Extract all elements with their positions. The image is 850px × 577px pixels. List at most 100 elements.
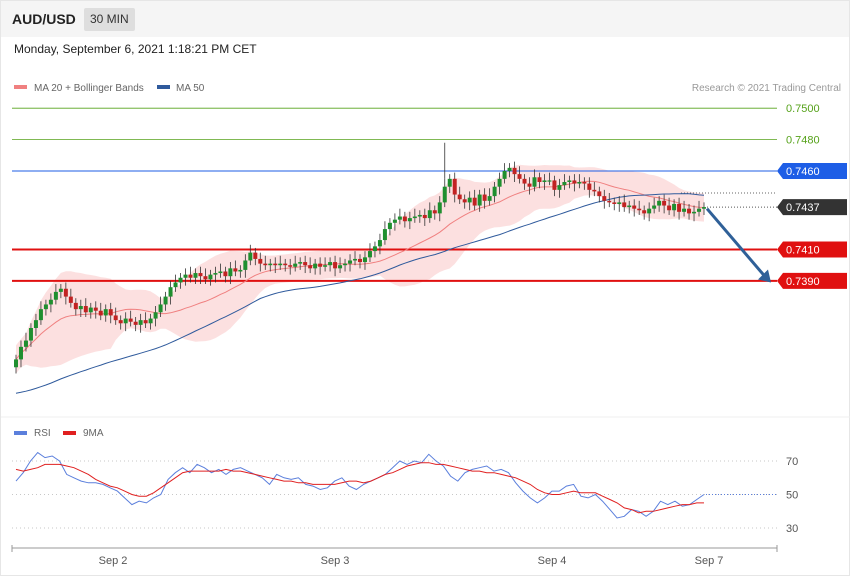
candle-body xyxy=(14,359,18,368)
candle xyxy=(293,255,298,272)
candle-body xyxy=(682,208,687,212)
candle-body xyxy=(23,340,28,347)
candle xyxy=(542,174,547,190)
candle-body xyxy=(492,186,497,197)
candle-body xyxy=(53,291,58,300)
candle-body xyxy=(632,205,637,209)
candle-body xyxy=(318,263,323,267)
candle-body xyxy=(158,304,163,313)
candle-body xyxy=(667,205,672,211)
candle xyxy=(522,174,527,190)
candle-body xyxy=(353,258,358,261)
candle xyxy=(467,191,472,211)
candle xyxy=(677,197,682,220)
candle xyxy=(537,172,542,189)
candle xyxy=(178,273,183,289)
candle xyxy=(532,169,537,192)
price-level-label-2: 0.7460 xyxy=(786,166,820,178)
candle-body xyxy=(203,276,208,280)
candle xyxy=(278,255,283,270)
candle-body xyxy=(253,252,258,259)
price-level-tag-2 xyxy=(777,163,847,179)
candle xyxy=(407,211,412,230)
candle xyxy=(183,268,188,286)
candle-body xyxy=(687,208,692,214)
candle xyxy=(697,200,702,217)
candle-body xyxy=(108,309,113,316)
candle-body xyxy=(213,273,218,275)
candle xyxy=(437,196,442,222)
candle-body xyxy=(233,268,238,272)
candle-body xyxy=(83,306,88,313)
bollinger-band xyxy=(16,164,704,374)
candle xyxy=(213,266,218,283)
candle-body xyxy=(98,310,103,316)
candle-body xyxy=(432,210,437,214)
candle xyxy=(457,186,462,204)
candles xyxy=(14,142,706,374)
candle xyxy=(223,266,228,283)
candle-body xyxy=(113,315,118,321)
candle xyxy=(582,177,587,190)
chart-timestamp: Monday, September 6, 2021 1:18:21 PM CET xyxy=(14,42,257,56)
candle-body xyxy=(617,202,622,204)
candle-body xyxy=(387,222,392,230)
candle-body xyxy=(512,167,517,175)
candle-body xyxy=(193,273,198,278)
candle xyxy=(258,252,263,272)
candle-body xyxy=(537,177,542,182)
price-level-label-0: 0.7500 xyxy=(786,103,820,115)
candle xyxy=(103,304,108,322)
candle-body xyxy=(602,196,607,201)
candle xyxy=(173,274,178,292)
candle-body xyxy=(637,208,642,211)
candle xyxy=(63,282,68,305)
price-level-label-1: 0.7480 xyxy=(786,135,820,147)
candle-body xyxy=(38,309,43,321)
legend-label-ma20: MA 20 + Bollinger Bands xyxy=(34,83,144,94)
candle-body xyxy=(382,229,387,241)
price-level-tag-3 xyxy=(777,199,847,216)
candle-body xyxy=(427,210,432,219)
chart-header: AUD/USD 30 MIN xyxy=(1,1,849,37)
candle-body xyxy=(128,318,133,322)
candle xyxy=(148,313,153,330)
candle-body xyxy=(123,318,128,324)
candle xyxy=(263,255,268,270)
candle-body xyxy=(133,321,138,325)
candle xyxy=(442,178,447,208)
rsi-series-rsi xyxy=(15,451,705,519)
timeframe-badge[interactable]: 30 MIN xyxy=(84,8,135,31)
candle xyxy=(682,200,687,217)
candle xyxy=(422,208,427,226)
candle-body xyxy=(397,216,402,220)
candle-body xyxy=(562,181,567,186)
candle xyxy=(572,174,577,192)
candle-body xyxy=(198,273,203,277)
candle xyxy=(298,257,303,270)
candle-body xyxy=(522,178,527,184)
x-axis: Sep 2 Sep 3 Sep 4 Sep 7 xyxy=(11,545,778,567)
candle-body xyxy=(293,263,298,267)
candle xyxy=(432,205,437,220)
candle xyxy=(343,258,348,272)
candle-body xyxy=(412,216,417,219)
x-tick-label-0: Sep 2 xyxy=(99,555,128,567)
candle-body xyxy=(532,177,537,187)
candle xyxy=(303,255,308,274)
candle xyxy=(362,251,367,270)
candle xyxy=(517,166,522,184)
candle-body xyxy=(677,203,682,212)
candle xyxy=(627,200,632,214)
candle-body xyxy=(48,299,53,305)
candle-body xyxy=(557,185,562,190)
candle xyxy=(33,313,38,336)
candle xyxy=(632,199,637,217)
candle-body xyxy=(303,262,308,266)
candle-body xyxy=(402,216,407,222)
candle-body xyxy=(587,183,592,190)
candle xyxy=(622,194,627,212)
candle-body xyxy=(73,302,78,310)
candle-body xyxy=(18,346,23,360)
rsi-panel: 70 50 30 xyxy=(12,451,798,535)
